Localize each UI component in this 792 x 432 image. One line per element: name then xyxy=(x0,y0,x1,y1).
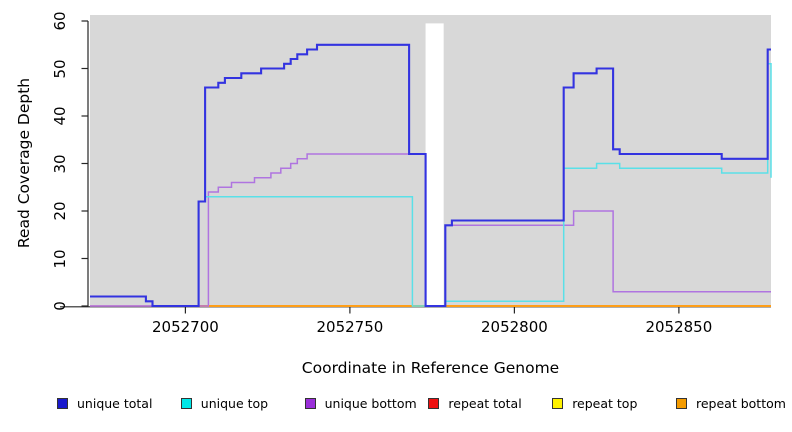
y-tick-label: 40 xyxy=(51,106,69,126)
legend-item-unique-top: unique top xyxy=(180,395,269,411)
legend-swatch-icon xyxy=(180,397,192,409)
legend-item-repeat-top: repeat top xyxy=(552,395,638,411)
x-tick-label: 2052800 xyxy=(480,318,548,336)
legend-swatch-icon xyxy=(57,397,68,409)
legend-swatch-icon xyxy=(676,397,687,409)
legend-label: repeat bottom xyxy=(696,395,786,411)
legend-label: unique bottom xyxy=(324,395,417,411)
legend-item-repeat-bottom: repeat bottom xyxy=(676,395,786,411)
legend-swatch-icon xyxy=(552,397,564,409)
legend-item-repeat-total: repeat total xyxy=(428,395,522,411)
y-tick-label: 60 xyxy=(51,11,69,31)
x-tick-label: 2052850 xyxy=(645,318,713,336)
x-tick-label: 2052700 xyxy=(151,318,219,336)
legend-swatch-icon xyxy=(428,397,440,409)
x-tick-label: 2052750 xyxy=(316,318,384,336)
legend-item-unique-bottom: unique bottom xyxy=(304,395,417,411)
y-axis-title: Read Coverage Depth xyxy=(15,77,33,249)
y-tick-label: 10 xyxy=(51,248,69,269)
line-unique-bottom xyxy=(90,153,771,307)
y-tick-label: 50 xyxy=(51,58,69,79)
missing-data-band xyxy=(425,23,444,307)
x-axis-title: Coordinate in Reference Genome xyxy=(301,359,560,377)
legend-item-unique-total: unique total xyxy=(57,395,153,411)
y-tick-label: 20 xyxy=(51,201,69,221)
y-tick-label: 0 xyxy=(51,301,69,311)
legend-label: repeat total xyxy=(448,395,522,411)
legend-swatch-icon xyxy=(304,397,316,409)
legend-label: repeat top xyxy=(572,395,638,411)
legend-label: unique total xyxy=(77,395,153,411)
legend-label: unique top xyxy=(200,395,269,411)
y-tick-label: 30 xyxy=(51,153,69,174)
line-unique-total xyxy=(90,43,771,308)
